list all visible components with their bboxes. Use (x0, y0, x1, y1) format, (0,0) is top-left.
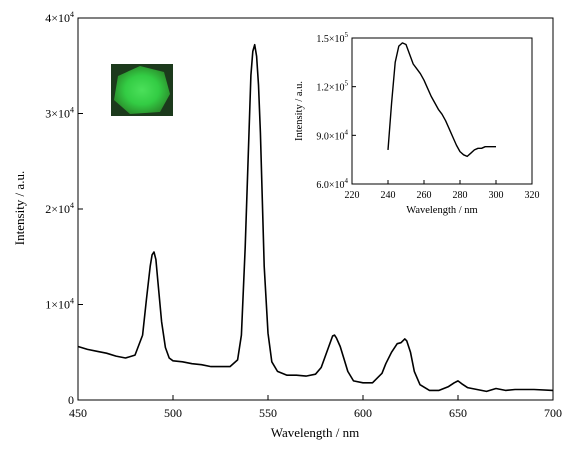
crystal-photo (114, 66, 170, 114)
inset-x-ticks: 220 240 260 280 300 320 (345, 180, 540, 201)
inset-y-tick-exponent: 5 (345, 80, 349, 88)
inset-plot-frame (351, 37, 533, 185)
inset-y-tick-base: 1.2×10 (316, 83, 344, 94)
inset-y-tick-base: 1.5×10 (316, 34, 344, 45)
main-x-axis-title: Wavelength / nm (271, 425, 360, 440)
inset-x-axis-title: Wavelength / nm (406, 205, 477, 216)
inset-y-tick-exponent: 4 (345, 177, 349, 185)
inset-y-axis-title: Intensity / a.u. (294, 81, 305, 141)
inset-x-tick-label: 320 (525, 190, 540, 201)
main-y-tick-base: 4×10 (45, 11, 70, 25)
inset-x-tick-label: 240 (381, 190, 396, 201)
main-series-line-0 (77, 43, 554, 393)
inset-x-tick-label: 220 (345, 190, 360, 201)
main-y-tick-exponent: 4 (70, 10, 74, 19)
main-x-tick-label: 550 (259, 406, 277, 420)
inset-y-tick-label: 9.0×104 (316, 128, 348, 142)
inset-y-tick-exponent: 4 (345, 128, 349, 136)
inset-y-tick-label: 1.2×105 (316, 80, 348, 94)
main-y-tick-base: 0 (68, 393, 74, 407)
inset-x-tick-label: 260 (417, 190, 432, 201)
main-x-tick-label: 450 (69, 406, 87, 420)
main-y-tick-label: 1×104 (45, 297, 74, 312)
main-x-tick-label: 500 (164, 406, 182, 420)
main-x-tick-label: 700 (544, 406, 562, 420)
inset-y-tick-label: 6.0×104 (316, 177, 348, 191)
inset-y-tick-label: 1.5×105 (316, 31, 348, 45)
main-y-tick-base: 2×10 (45, 202, 70, 216)
main-y-tick-base: 1×10 (45, 298, 70, 312)
main-x-tick-label: 600 (354, 406, 372, 420)
main-y-tick-label: 0 (68, 393, 74, 407)
main-y-tick-label: 2×104 (45, 201, 74, 216)
inset-series (387, 42, 496, 158)
main-y-tick-label: 3×104 (45, 106, 74, 121)
main-y-tick-exponent: 4 (70, 297, 74, 306)
inset-y-tick-base: 6.0×10 (316, 180, 344, 191)
photo-inset (111, 64, 173, 116)
inset-x-tick-label: 280 (453, 190, 468, 201)
main-y-tick-exponent: 4 (70, 201, 74, 210)
inset-y-tick-base: 9.0×10 (316, 131, 344, 142)
main-y-tick-exponent: 4 (70, 106, 74, 115)
inset-y-tick-exponent: 5 (345, 31, 349, 39)
inset-series-line-0 (387, 42, 496, 158)
main-y-axis-title: Intensity / a.u. (12, 171, 27, 245)
inset-chart: 220 240 260 280 300 320 6.0×1049.0×1041.2×105… (294, 31, 540, 216)
main-y-tick-base: 3×10 (45, 107, 70, 121)
main-chart: 450 500 550 600 650 700 01×1042×1043×1044×104… (12, 10, 562, 440)
main-y-tick-label: 4×104 (45, 10, 74, 25)
inset-x-tick-label: 300 (489, 190, 504, 201)
main-x-tick-label: 650 (449, 406, 467, 420)
main-series (77, 43, 554, 393)
main-x-ticks: 450 500 550 600 650 700 (69, 395, 562, 420)
